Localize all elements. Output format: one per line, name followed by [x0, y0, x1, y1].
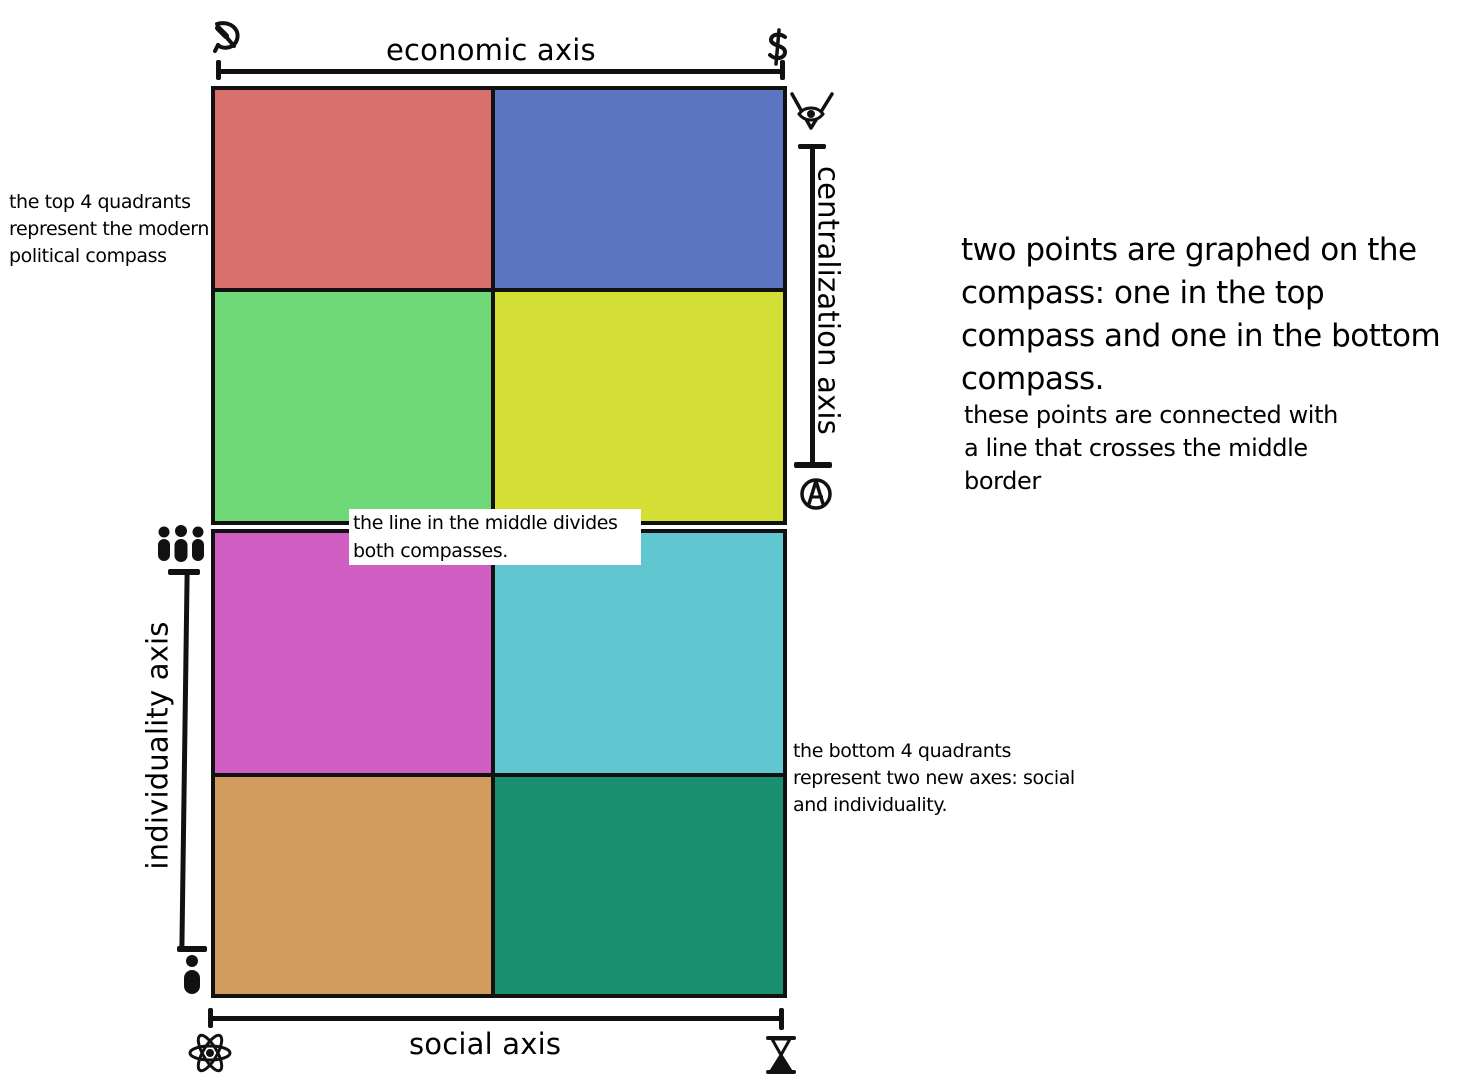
centralization-axis-line: [810, 146, 815, 466]
economic-axis-tick-left: [216, 60, 221, 80]
points-detail-note: these points are connected with a line t…: [964, 399, 1338, 498]
middle-line-note-line: the line in the middle divides: [353, 512, 618, 534]
social-axis-label: social axis: [409, 1027, 562, 1061]
individuality-axis-label: individuality axis: [140, 621, 175, 870]
single-person-icon: [181, 955, 203, 995]
points-heading-note-line: compass.: [961, 361, 1105, 397]
quadrant-mid-top-right: [495, 292, 783, 521]
bottom-quadrants-note-line: represent two new axes: social: [793, 767, 1075, 789]
points-detail-note-line: these points are connected with: [964, 401, 1338, 429]
top-quadrants-note: the top 4 quadrants represent the modern…: [9, 189, 209, 270]
middle-line-note-line: both compasses.: [353, 540, 508, 562]
economic-axis-label: economic axis: [386, 33, 596, 67]
bottom-quadrants-note-line: the bottom 4 quadrants: [793, 740, 1011, 762]
group-people-icon: [155, 525, 207, 563]
centralization-axis-tick-top: [798, 144, 826, 149]
social-axis-line: [210, 1016, 783, 1021]
atom-icon: [186, 1030, 234, 1076]
hammer-sickle-icon: [210, 18, 246, 54]
economic-axis-tick-right: [780, 60, 785, 80]
quadrant-top-right: [495, 90, 783, 292]
centralization-axis-tick-bottom: [794, 462, 832, 468]
middle-line-note: the line in the middle divides both comp…: [349, 509, 641, 565]
centralization-axis-label: centralization axis: [811, 165, 846, 435]
social-axis-tick-left: [208, 1008, 213, 1028]
hourglass-icon: [764, 1035, 798, 1075]
quadrant-top-left: [215, 90, 495, 292]
bottom-quadrants-note-line: and individuality.: [793, 794, 948, 816]
individuality-axis-tick-bottom: [177, 946, 207, 952]
top-quadrants-note-line: political compass: [9, 245, 167, 267]
bottom-compass: [211, 529, 787, 998]
points-detail-note-line: a line that crosses the middle: [964, 434, 1308, 462]
quadrant-bottom-left: [215, 777, 495, 994]
points-heading-note-line: compass and one in the bottom: [961, 318, 1441, 354]
anarchy-icon: [800, 477, 832, 511]
quadrant-mid-top-left: [215, 292, 495, 521]
dollar-icon: [764, 28, 792, 66]
quadrant-bottom-right: [495, 777, 783, 994]
points-heading-note: two points are graphed on the compass: o…: [961, 229, 1441, 401]
top-quadrants-note-line: the top 4 quadrants: [9, 191, 191, 213]
social-axis-tick-right: [779, 1008, 784, 1030]
bottom-quadrants-note: the bottom 4 quadrants represent two new…: [793, 738, 1075, 819]
quadrant-mid-bottom-right: [495, 533, 783, 777]
points-detail-note-line: border: [964, 467, 1041, 495]
economic-axis-line: [217, 69, 784, 74]
points-heading-note-line: compass: one in the top: [961, 275, 1325, 311]
quadrant-mid-bottom-left: [215, 533, 495, 777]
individuality-axis-line: [179, 570, 190, 952]
top-quadrants-note-line: represent the modern: [9, 218, 209, 240]
eye-of-providence-icon: [789, 90, 835, 132]
top-compass: [211, 86, 787, 525]
points-heading-note-line: two points are graphed on the: [961, 232, 1417, 268]
